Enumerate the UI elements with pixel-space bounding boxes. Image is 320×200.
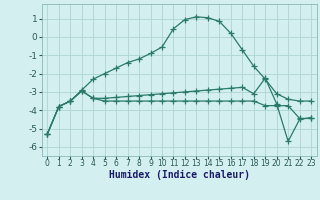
X-axis label: Humidex (Indice chaleur): Humidex (Indice chaleur) bbox=[109, 170, 250, 180]
